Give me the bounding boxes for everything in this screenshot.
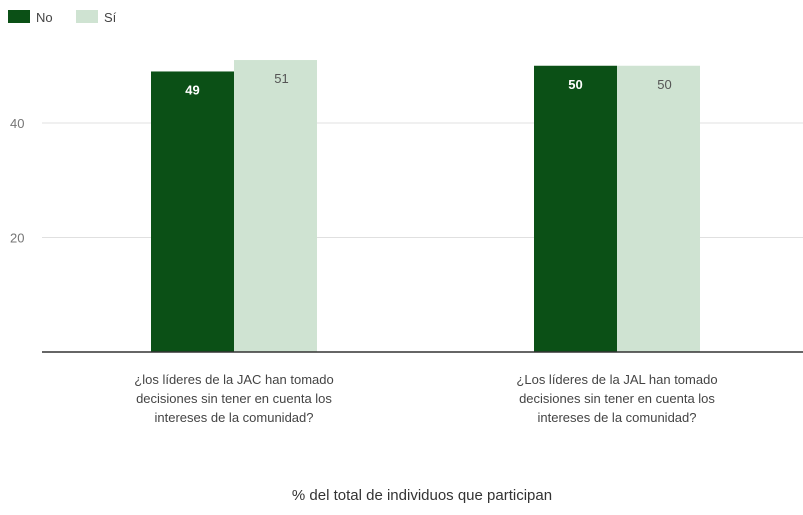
legend-swatch-si: [76, 10, 98, 23]
legend-label-si: Sí: [104, 10, 117, 25]
category-label-2-line-1: ¿Los líderes de la JAL han tomado: [516, 372, 717, 387]
category-label-1-line-3: intereses de la comunidad?: [155, 410, 314, 425]
bar-si-1: [234, 60, 317, 353]
value-label-si-1: 51: [274, 71, 288, 86]
x-axis-title: % del total de individuos que participan: [292, 487, 552, 504]
bar-si-2: [617, 65, 700, 352]
category-labels: ¿los líderes de la JAC han tomado decisio…: [134, 372, 717, 425]
value-label-no-2: 50: [568, 77, 582, 92]
legend-swatch-no: [8, 10, 30, 23]
bar-no-1: [151, 71, 234, 352]
bar-no-2: [534, 65, 617, 352]
legend-label-no: No: [36, 10, 53, 25]
category-label-2: ¿Los líderes de la JAL han tomado decisio…: [516, 372, 717, 425]
category-label-2-line-3: intereses de la comunidad?: [538, 410, 697, 425]
y-tick-label-40: 40: [10, 116, 24, 131]
y-tick-label-20: 20: [10, 231, 24, 246]
category-label-2-line-2: decisiones sin tener en cuenta los: [519, 391, 715, 406]
category-label-1: ¿los líderes de la JAC han tomado decisio…: [134, 372, 333, 425]
value-label-si-2: 50: [657, 77, 671, 92]
category-label-1-line-2: decisiones sin tener en cuenta los: [136, 391, 332, 406]
legend: No Sí: [8, 10, 117, 25]
bars-layer: 49 50 51 50: [151, 60, 700, 353]
category-label-1-line-1: ¿los líderes de la JAC han tomado: [134, 372, 333, 387]
value-label-no-1: 49: [185, 82, 199, 97]
